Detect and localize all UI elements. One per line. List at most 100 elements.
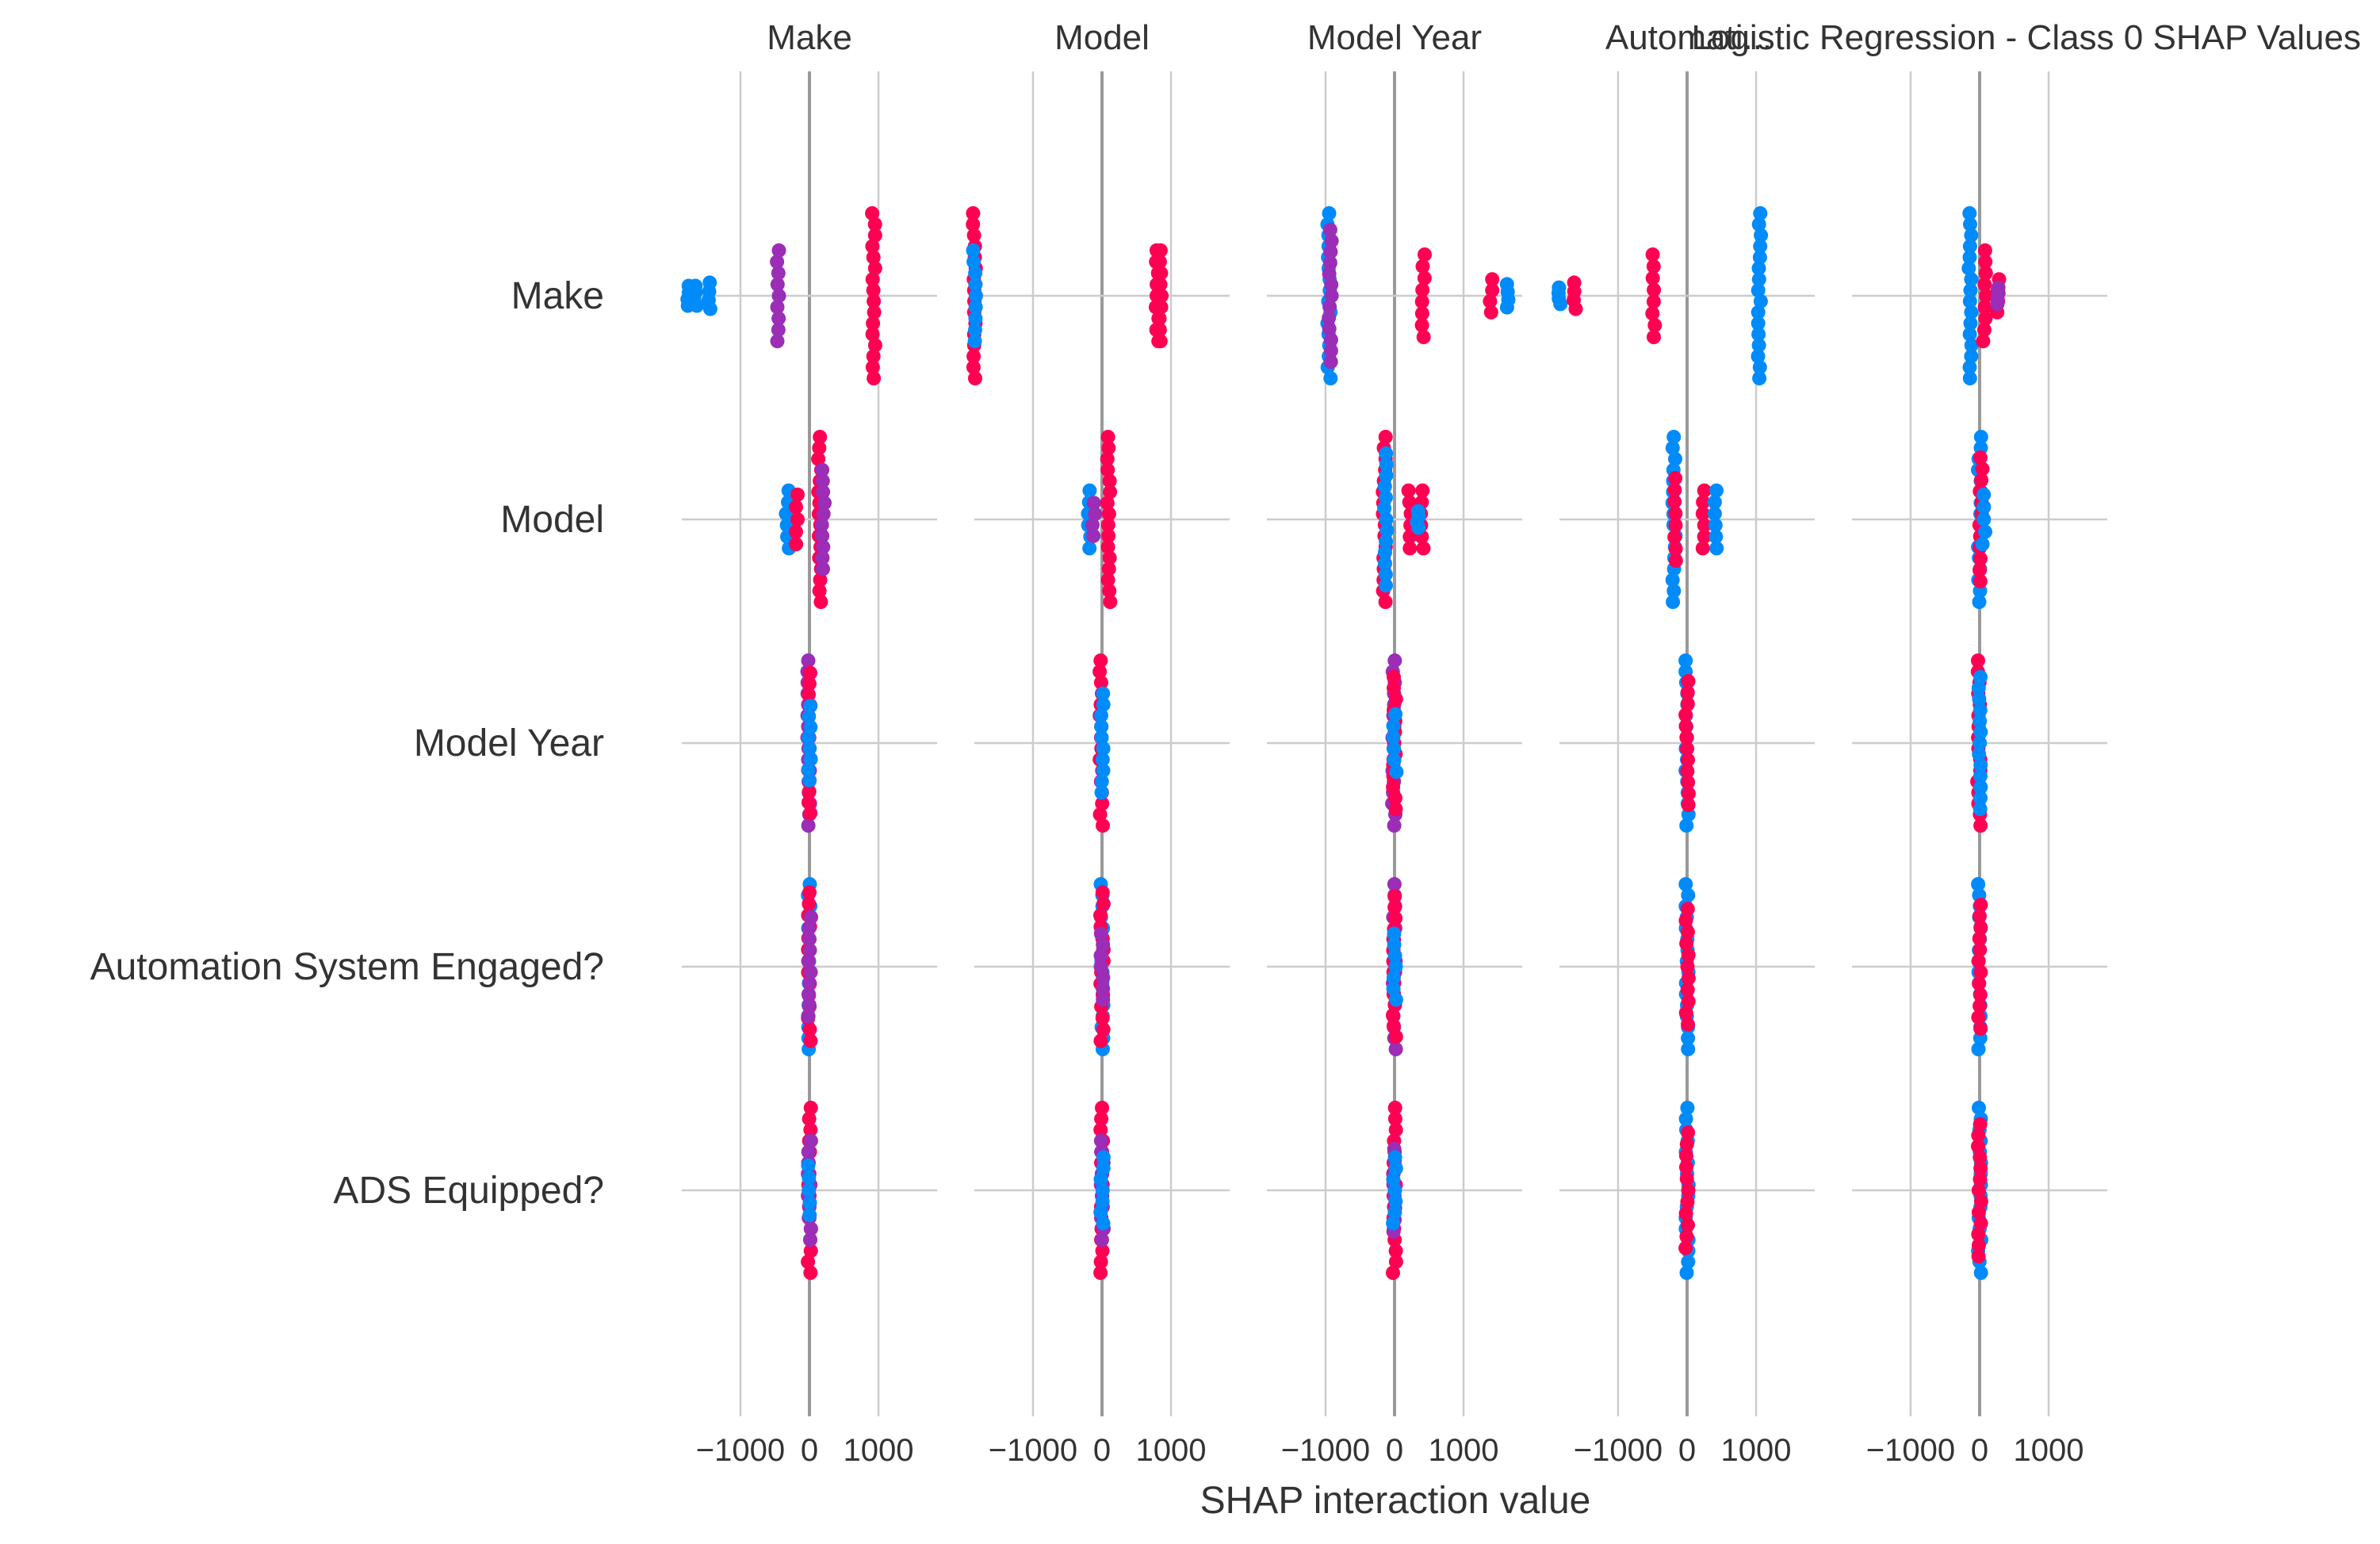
shap-point — [1665, 440, 1680, 455]
shap-point — [1323, 354, 1338, 370]
shap-point — [1093, 1205, 1108, 1220]
shap-point — [816, 561, 830, 577]
shap-point — [968, 289, 983, 303]
shap-point — [1708, 518, 1723, 533]
shap-point — [1388, 1161, 1403, 1176]
shap-point — [1324, 278, 1339, 293]
shap-point — [1387, 818, 1402, 833]
shap-point — [1678, 718, 1693, 734]
feature-label: Model — [500, 499, 604, 541]
shap-point — [1681, 674, 1696, 688]
shap-point — [813, 595, 828, 609]
shap-point — [865, 206, 880, 220]
shap-point — [1647, 318, 1663, 333]
shap-point — [1387, 1150, 1402, 1165]
shap-point — [867, 228, 882, 243]
shap-point — [1990, 297, 2005, 312]
shap-point — [1971, 653, 1985, 668]
shap-point — [1387, 1205, 1402, 1220]
shap-point — [1964, 338, 1979, 353]
shap-point — [1386, 970, 1401, 985]
shap-point — [1645, 270, 1660, 285]
x-tick-label: 0 — [1971, 1433, 1988, 1468]
shap-point — [1977, 277, 1992, 292]
shap-point — [1377, 479, 1392, 494]
x-tick-label: −1000 — [1866, 1433, 1955, 1468]
shap-point — [1402, 541, 1418, 556]
shap-point — [968, 266, 983, 281]
shap-point — [1645, 306, 1660, 321]
shap-point — [1681, 1017, 1695, 1032]
shap-point — [966, 216, 981, 232]
shap-point — [801, 1255, 816, 1270]
shap-point — [802, 1022, 817, 1037]
shap-point — [1678, 653, 1693, 668]
shap-point — [1387, 1183, 1402, 1197]
shap-point — [1752, 371, 1767, 385]
shap-point — [1153, 277, 1168, 292]
shap-point — [968, 311, 983, 326]
shap-point — [1971, 1238, 1986, 1253]
shap-point — [1152, 255, 1167, 270]
feature-label: Model Year — [414, 722, 604, 764]
shap-point — [1100, 451, 1115, 466]
shap-point — [1485, 283, 1500, 298]
shap-point — [1082, 483, 1097, 498]
shap-point — [867, 216, 882, 232]
shap-point — [1681, 1031, 1696, 1046]
feature-label: ADS Equipped? — [333, 1170, 604, 1212]
shap-point — [1973, 1216, 1988, 1231]
shap-point — [1681, 775, 1696, 790]
shap-point — [1977, 243, 1992, 258]
shap-point — [1961, 261, 1976, 276]
shap-point — [1387, 753, 1402, 768]
x-tick-label: 0 — [801, 1433, 818, 1468]
shap-point — [1751, 216, 1766, 232]
shap-point — [1093, 1122, 1108, 1137]
shap-point — [1681, 1255, 1696, 1270]
shap-point — [802, 885, 817, 900]
shap-point — [1095, 1183, 1110, 1197]
shap-point — [1646, 259, 1661, 274]
shap-point — [1972, 1172, 1988, 1187]
shap-point — [866, 349, 881, 364]
column-title: Make — [767, 18, 852, 57]
labels-layer: Make Model Model Year Automation System Eng… — [90, 18, 2084, 1468]
shap-point — [1323, 244, 1338, 259]
shap-point — [867, 305, 882, 320]
shap-point — [867, 338, 882, 353]
shap-point — [1971, 1205, 1986, 1220]
shap-point — [1379, 446, 1394, 461]
shap-point — [1681, 948, 1696, 963]
shap-point — [1415, 282, 1430, 297]
shap-point — [1697, 483, 1712, 498]
x-tick-label: 1000 — [1136, 1433, 1207, 1468]
shap-point — [1707, 506, 1722, 521]
shap-point — [1971, 1139, 1985, 1154]
shap-point — [1971, 1227, 1986, 1242]
shap-point — [1751, 316, 1766, 331]
shap-point — [1696, 495, 1711, 510]
x-tick-label: 1000 — [1721, 1433, 1792, 1468]
shap-point — [1680, 925, 1695, 940]
shap-point — [1973, 430, 1988, 444]
x-tick-label: −1000 — [1281, 1433, 1370, 1468]
shap-point — [1979, 289, 1994, 303]
shap-point — [1387, 741, 1402, 757]
shap-point — [1095, 1010, 1110, 1025]
shap-point — [1096, 937, 1111, 952]
shap-point — [802, 687, 816, 702]
shap-point — [1379, 578, 1393, 593]
shap-point — [770, 277, 785, 292]
shap-point — [1665, 573, 1680, 588]
shap-point — [803, 1243, 818, 1259]
shap-point — [1645, 247, 1660, 262]
shap-point — [1973, 818, 1988, 833]
shap-point — [1322, 206, 1337, 220]
shap-point — [1094, 719, 1109, 734]
shap-point — [1417, 270, 1432, 285]
shap-point — [1386, 981, 1401, 996]
x-tick-label: 0 — [1386, 1433, 1403, 1468]
shap-point — [803, 1266, 818, 1280]
shap-point — [968, 322, 982, 337]
